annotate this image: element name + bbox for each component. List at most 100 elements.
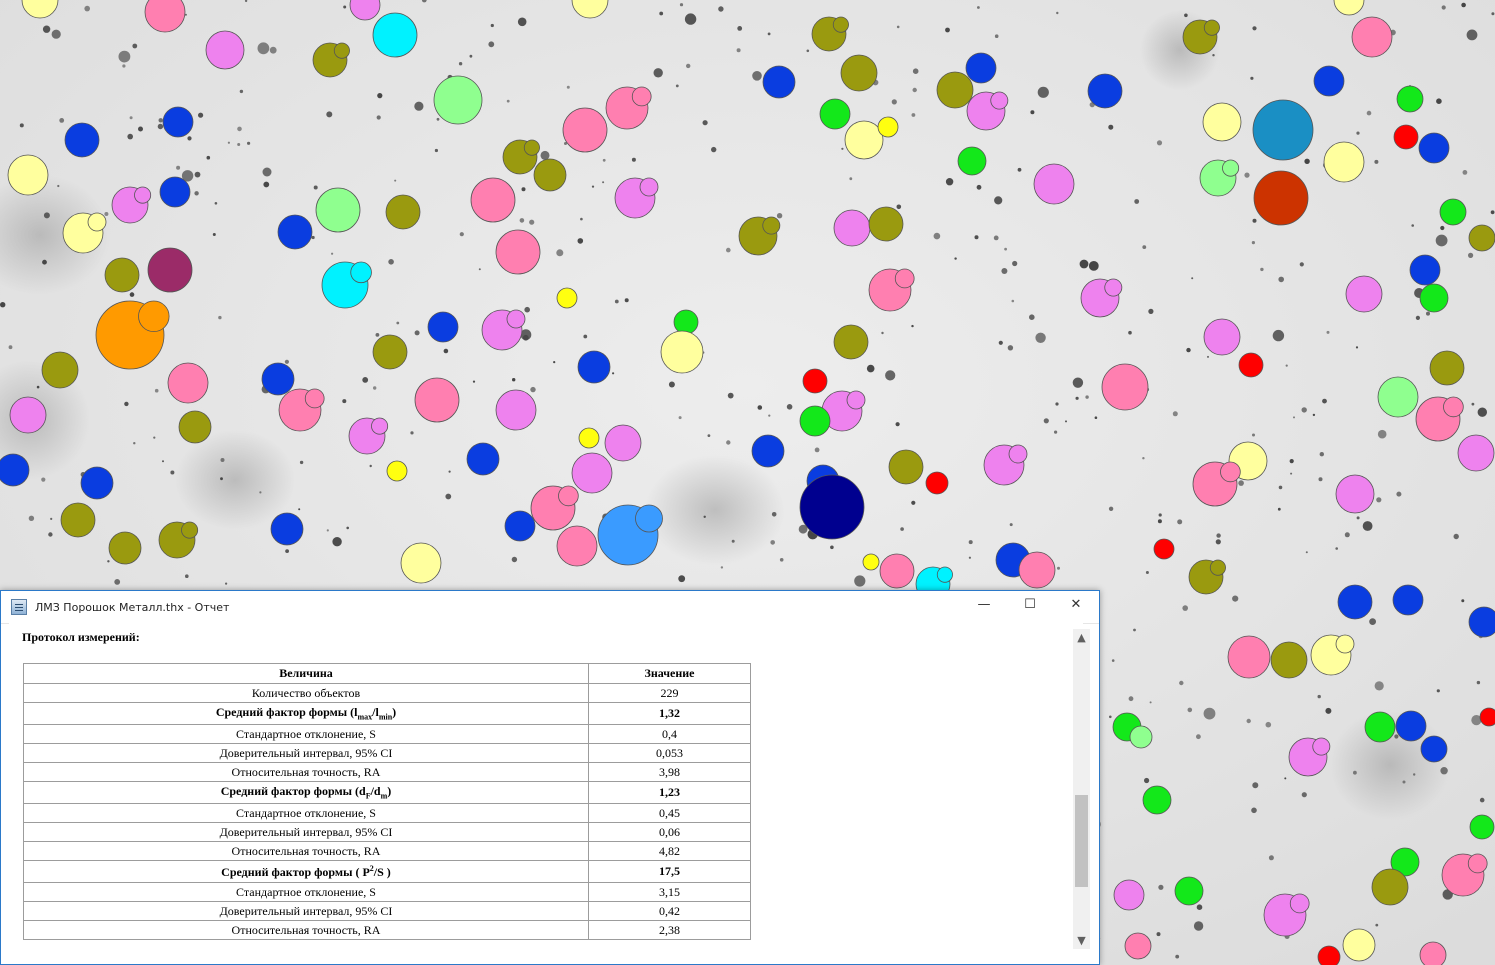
speck [1440,767,1448,775]
speck [779,558,784,562]
row-label: Средний фактор формы (dF/dm) [23,781,589,804]
particle [957,146,987,176]
vertical-scrollbar[interactable]: ▲ ▼ [1073,629,1090,949]
maximize-button[interactable]: ☐ [1024,596,1036,612]
particle [1222,159,1240,177]
speck [577,238,584,244]
speck [911,324,914,328]
speck [1133,628,1136,632]
particle [936,71,974,109]
row-label: Стандартное отклонение, S [23,724,589,744]
close-button[interactable]: ✕ [1070,596,1082,612]
particle [1377,376,1419,418]
particle [1351,16,1393,58]
speck [84,5,90,12]
speck [849,177,853,181]
particle [315,187,361,233]
table-row: Доверительный интервал, 95% CI 0,06 [23,822,751,842]
speck [1353,770,1357,775]
speck [974,235,979,240]
particle [819,98,851,130]
speck [1375,923,1379,927]
speck [1207,355,1209,358]
speck [678,416,682,420]
speck [285,549,289,553]
speck [1301,407,1307,413]
particle [504,510,536,542]
speck [866,364,875,373]
speck [900,527,904,531]
speck [225,582,228,585]
speck [1017,167,1022,172]
speck [726,440,731,445]
speck [434,148,438,153]
speck [153,436,156,439]
row-label: Доверительный интервал, 95% CI [23,743,589,763]
speck [298,508,301,511]
speck [1030,110,1035,115]
speck [1284,777,1287,780]
speck [376,115,381,120]
particle [162,106,194,138]
speck [1356,131,1360,135]
speck [768,414,771,417]
speck [726,247,731,253]
speck [1085,395,1089,399]
window-titlebar[interactable]: ЛМЗ Порошок Металл.thx - Отчет — ☐ ✕ [1,591,1099,624]
speck [896,25,900,29]
chevron-up-icon[interactable]: ▲ [1077,631,1086,644]
particle [1392,584,1424,616]
speck [1009,523,1013,527]
speck [158,118,163,123]
speck [1144,777,1150,784]
speck [891,99,897,105]
particle [556,525,598,567]
speck [19,123,24,128]
chevron-down-icon[interactable]: ▼ [1077,934,1086,947]
row-label: Стандартное отклонение, S [23,803,589,823]
speck [218,315,222,320]
speck [1468,252,1474,258]
speck [1369,618,1376,625]
table-row: Доверительный интервал, 95% CI 0,053 [23,743,751,763]
speck [752,71,762,81]
speck [1260,267,1264,272]
particle [1142,785,1172,815]
speck [1299,262,1304,267]
row-label: Количество объектов [23,683,589,703]
speck [1111,659,1115,662]
speck [448,470,451,473]
speck [50,517,53,521]
particle [1124,932,1152,960]
speck [1479,797,1485,803]
particle [1270,641,1308,679]
table-row: Стандартное отклонение, S 3,15 [23,882,751,902]
speck [1011,299,1015,303]
particle [1390,847,1420,877]
speck [1072,377,1084,388]
speck [28,515,35,521]
speck [436,117,440,121]
speck [776,213,783,219]
speck [443,348,449,354]
speck [194,191,199,196]
speck [388,259,394,265]
speck [1317,694,1321,699]
minimize-button[interactable]: — [977,596,991,612]
row-label: Средний фактор формы (lmax/lmin) [23,702,589,725]
speck [1440,225,1445,231]
speck [1057,566,1060,570]
particle [894,268,915,289]
particle [1335,474,1375,514]
speck [976,184,982,190]
particle [577,350,611,384]
speck [702,120,708,126]
speck [854,575,866,587]
particle [1317,945,1341,965]
table-row-group-heading: Средний фактор формы (dF/dm) 1,23 [23,781,751,804]
scrollbar-thumb[interactable] [1075,795,1088,887]
particle [1418,132,1450,164]
speck [1250,76,1254,80]
speck [1055,402,1059,406]
speck [1426,311,1430,316]
